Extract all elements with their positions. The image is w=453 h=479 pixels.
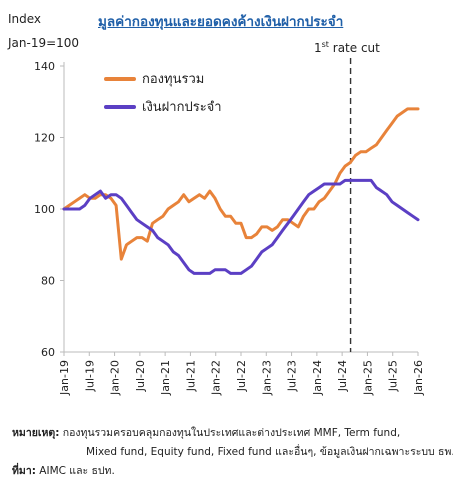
legend-label-deposit: เงินฝากประจำ [142,100,222,115]
x-tick-label: Jul-21 [184,360,197,392]
rate-cut-annotation-text: rate cut [328,41,380,55]
rate-cut-annotation: 1st rate cut [314,40,380,55]
x-tick-label: Jan-22 [210,360,223,396]
x-tick-label: Jul-22 [235,360,248,392]
legend-label-fund: กองทุนรวม [142,72,205,87]
x-tick-label: Jan-20 [109,360,122,396]
x-tick-label: Jan-19 [58,360,71,396]
footnote-line-3: ที่มา: AIMC และ ธปท. [12,462,115,479]
footnote-note-label: หมายเหตุ: [12,427,60,439]
y-tick-label: 140 [34,60,55,73]
legend-item-fund: กองทุนรวม [104,68,204,89]
x-tick-label: Jan-24 [311,360,324,396]
rate-cut-annotation-sup: st [321,40,329,49]
rate-cut-annotation-number: 1 [314,41,322,55]
legend-swatch-deposit [104,104,136,109]
legend-item-deposit: เงินฝากประจำ [104,96,222,117]
y-tick-label: 60 [41,346,55,359]
footnote-source-text: AIMC และ ธปท. [35,465,115,477]
y-tick-label: 80 [41,275,55,288]
x-tick-label: Jan-25 [361,360,374,396]
footnote-line-1: หมายเหตุ: กองทุนรวมครอบคลุมกองทุนในประเท… [12,424,400,441]
x-tick-label: Jul-20 [134,360,147,392]
x-tick-label: Jul-19 [83,360,96,392]
x-tick-label: Jan-23 [260,360,273,396]
footnote-note-text-2: Mixed fund, Equity fund, Fixed fund และอ… [86,446,453,458]
footnote-line-2: Mixed fund, Equity fund, Fixed fund และอ… [86,443,453,460]
y-axis-label: Index [8,12,42,26]
chart-title: มูลค่ากองทุนและยอดคงค้างเงินฝากประจำ [98,14,344,30]
y-tick-label: 100 [34,203,55,216]
legend-swatch-fund [104,76,136,81]
x-tick-label: Jan-26 [412,360,425,396]
series-line-fund [62,107,420,261]
x-tick-label: Jul-23 [286,360,299,392]
y-axis-base-label: Jan-19=100 [8,36,80,50]
footnote-note-text-1: กองทุนรวมครอบคลุมกองทุนในประเทศและต่างปร… [59,427,401,439]
x-tick-label: Jan-21 [159,360,172,396]
y-tick-label: 120 [34,132,55,145]
x-tick-label: Jul-24 [336,360,349,392]
x-tick-label: Jul-25 [387,360,400,392]
footnote-source-label: ที่มา: [12,465,36,477]
series-line-deposit [62,178,420,275]
